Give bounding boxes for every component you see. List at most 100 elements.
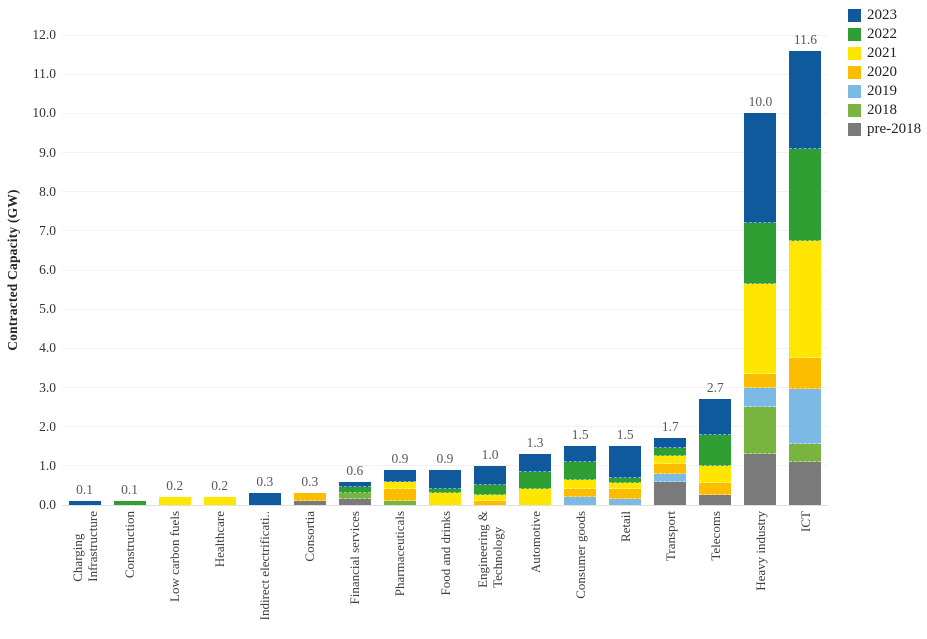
bar-group: 10.0 xyxy=(738,35,783,505)
category-slot: Automotive xyxy=(513,511,558,573)
gridline xyxy=(62,426,828,428)
bar-segment-2022 xyxy=(564,461,597,480)
legend-item-pre-2018: pre-2018 xyxy=(848,120,921,139)
category-label: Heavy industry xyxy=(752,511,768,591)
bar-segment-2022 xyxy=(609,477,642,484)
bar-segment-2023 xyxy=(519,454,552,472)
bar-segment-2018 xyxy=(338,493,371,500)
category-slot: Healthcare xyxy=(197,511,242,567)
legend-label: 2022 xyxy=(867,26,897,42)
bar-segment-2023 xyxy=(68,501,101,505)
legend-label: 2021 xyxy=(867,45,897,61)
bar-segment-2021 xyxy=(654,456,687,464)
bar-group: 0.6 xyxy=(332,35,377,505)
gridline xyxy=(62,347,828,349)
legend-swatch-2018 xyxy=(848,104,861,117)
y-tick-label: 1.0 xyxy=(39,457,56,473)
y-tick-label: 2.0 xyxy=(39,418,56,434)
bar-segment-2022 xyxy=(519,471,552,490)
bar-segment-2023 xyxy=(564,446,597,462)
bar-segment-2020 xyxy=(609,489,642,500)
bar-group: 0.3 xyxy=(287,35,332,505)
bar-segment-2018 xyxy=(383,501,416,505)
bar-segment-2019 xyxy=(654,473,687,482)
bar-segment-2021 xyxy=(383,481,416,490)
bar-segment-2021 xyxy=(158,497,191,505)
legend-swatch-2021 xyxy=(848,47,861,60)
bar-total-label: 0.9 xyxy=(436,450,454,466)
gridline xyxy=(62,465,828,467)
legend-item-2019: 2019 xyxy=(848,82,921,101)
category-label: Food and drinks xyxy=(437,511,453,596)
gridline xyxy=(62,152,828,153)
bar-group: 0.9 xyxy=(377,35,422,505)
bar-group: 1.0 xyxy=(468,35,513,505)
bar-total-label: 1.5 xyxy=(571,427,589,443)
legend-label: 2020 xyxy=(867,64,897,80)
bar-group: 0.3 xyxy=(242,35,287,505)
category-label: Construction xyxy=(122,511,138,579)
gridline xyxy=(62,230,828,232)
bar-total-label: 0.1 xyxy=(121,482,138,498)
bar-group: 0.2 xyxy=(197,35,242,505)
bar-segment-2023 xyxy=(474,465,507,486)
bar-group: 1.5 xyxy=(603,35,648,505)
bar-segment-2022 xyxy=(699,434,732,466)
category-label: Telecoms xyxy=(707,511,723,561)
legend-label: 2018 xyxy=(867,102,897,118)
bar-total-label: 0.2 xyxy=(211,478,229,494)
category-slot: Construction xyxy=(107,511,152,578)
category-label: Charging Infrastructure xyxy=(69,511,100,582)
y-tick-label: 10.0 xyxy=(32,105,56,121)
category-slot: Consumer goods xyxy=(558,511,603,599)
bar-total-label: 0.6 xyxy=(346,462,364,478)
bar-total-label: 0.2 xyxy=(166,478,184,494)
category-label: Engineering & Technology xyxy=(475,511,506,588)
bar-total-label: 10.0 xyxy=(748,94,773,110)
gridline xyxy=(62,112,828,114)
category-label: ICT xyxy=(798,511,814,532)
bar-segment-2019 xyxy=(564,497,597,505)
category-label: Transport xyxy=(662,511,678,562)
bar-segment-2019 xyxy=(609,499,642,505)
bar-segment-2020 xyxy=(789,358,822,390)
bar-segment-2020 xyxy=(293,493,326,502)
bar-segment-2023 xyxy=(383,469,416,482)
gridline xyxy=(62,73,828,75)
bar-total-label: 0.9 xyxy=(391,450,409,466)
bar-segment-2020 xyxy=(474,501,507,505)
legend-swatch-pre-2018 xyxy=(848,123,861,136)
category-slot: Transport xyxy=(648,511,693,561)
bar-segment-2023 xyxy=(744,113,777,223)
bar-group: 1.3 xyxy=(513,35,558,505)
category-slot: Retail xyxy=(603,511,648,542)
category-slot: Pharmaceuticals xyxy=(377,511,422,596)
bar-segment-2021 xyxy=(564,479,597,490)
category-slot: Financial services xyxy=(332,511,377,605)
bar-total-label: 1.5 xyxy=(616,427,634,443)
y-tick-label: 8.0 xyxy=(39,183,56,199)
bar-total-label: 2.7 xyxy=(706,380,724,396)
category-slot: Indirect electrificati.. xyxy=(242,511,287,620)
gridline xyxy=(62,191,828,193)
bar-segment-2022 xyxy=(474,485,507,496)
gridline xyxy=(62,34,828,36)
y-tick-label: 12.0 xyxy=(32,27,56,42)
category-slot: Telecoms xyxy=(693,511,738,561)
legend: 2023 2022 2021 2020 2019 2018 pre-2018 xyxy=(848,6,921,139)
bar-segment-2021 xyxy=(609,483,642,490)
bar-group: 0.9 xyxy=(422,35,467,505)
bar-segment-2023 xyxy=(338,481,371,488)
bar-group: 0.1 xyxy=(62,35,107,505)
category-label: Automotive xyxy=(527,511,543,574)
gridline xyxy=(62,308,828,310)
category-label: Consumer goods xyxy=(572,511,588,599)
bar-segment-2022 xyxy=(428,489,461,494)
y-tick-label: 6.0 xyxy=(39,262,56,277)
legend-swatch-2019 xyxy=(848,85,861,98)
bar-total-label: 1.7 xyxy=(661,419,679,435)
bar-group: 1.5 xyxy=(558,35,603,505)
x-axis-baseline xyxy=(62,504,828,506)
y-tick-label: 7.0 xyxy=(39,222,56,238)
